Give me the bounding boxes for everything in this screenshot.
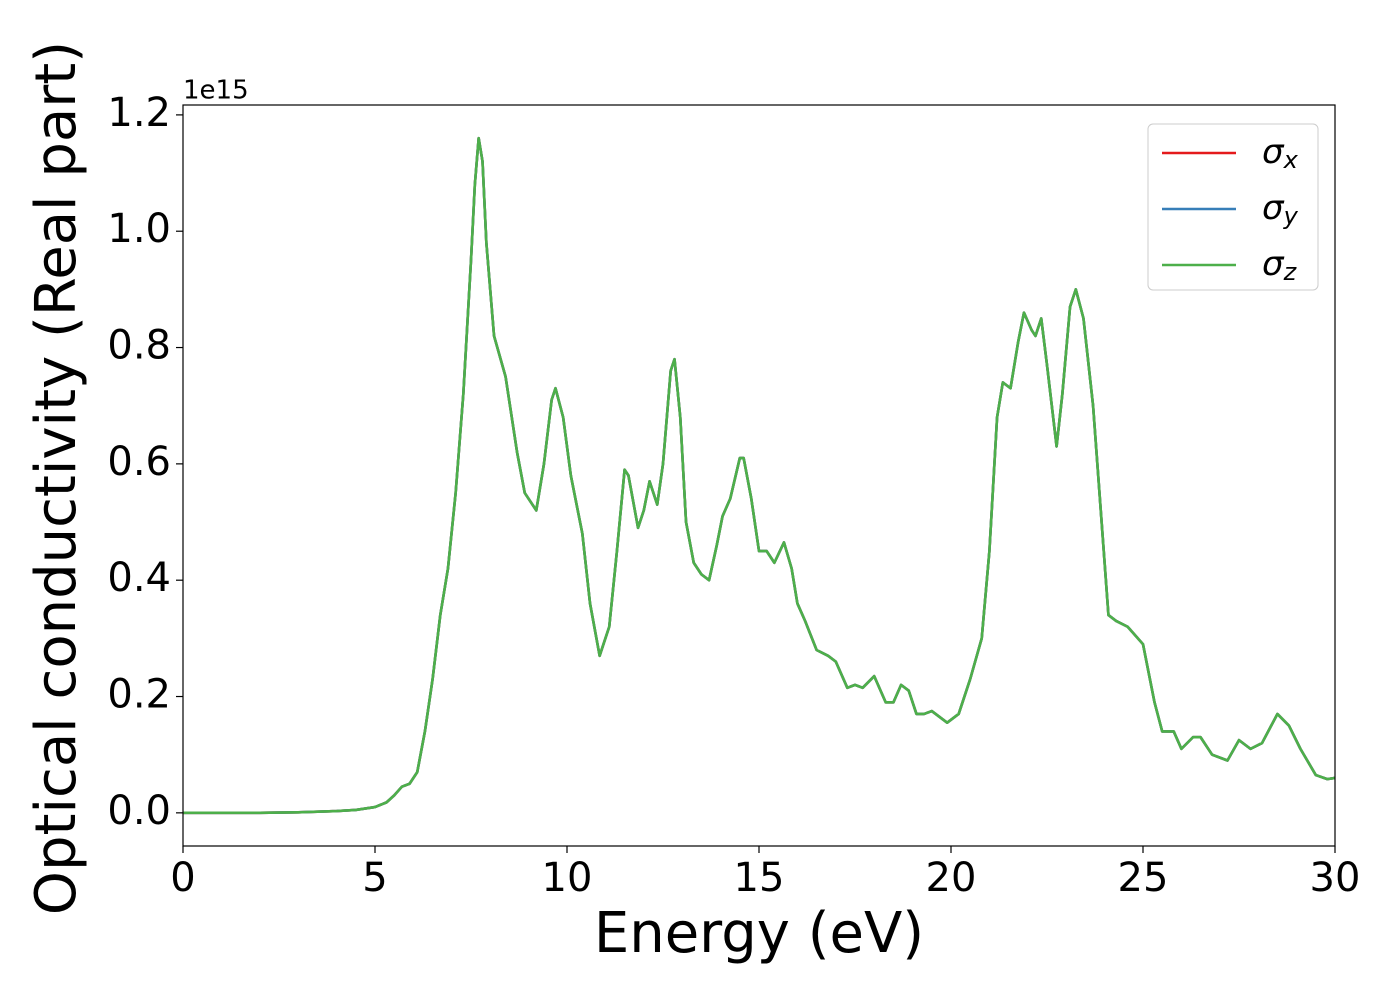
- y-tick-label: 1.2: [107, 90, 171, 136]
- y-tick-label: 0.8: [107, 323, 171, 369]
- x-tick-label: 5: [362, 855, 387, 901]
- y-tick-label: 0.4: [107, 555, 171, 601]
- x-tick-label: 0: [170, 855, 195, 901]
- legend-label: σz: [1262, 244, 1298, 287]
- offset-label: 1e15: [183, 76, 249, 106]
- legend-label: σx: [1262, 132, 1299, 175]
- x-axis-label: Energy (eV): [594, 901, 924, 966]
- y-tick-label: 0.0: [107, 788, 171, 834]
- x-tick-label: 10: [542, 855, 593, 901]
- plot-frame: [182, 104, 1336, 847]
- y-tick-label: 1.0: [107, 206, 171, 252]
- series-line: [183, 136, 1336, 815]
- x-tick-label: 25: [1118, 855, 1169, 901]
- y-tick-label: 0.6: [107, 439, 171, 485]
- x-tick-label: 15: [734, 855, 785, 901]
- x-tick-label: 30: [1310, 855, 1361, 901]
- x-tick-label: 20: [926, 855, 977, 901]
- legend-box: [1147, 123, 1319, 291]
- legend-label: σy: [1262, 188, 1299, 231]
- y-axis-label: Optical conductivity (Real part): [24, 41, 89, 915]
- y-tick-label: 0.2: [107, 672, 171, 718]
